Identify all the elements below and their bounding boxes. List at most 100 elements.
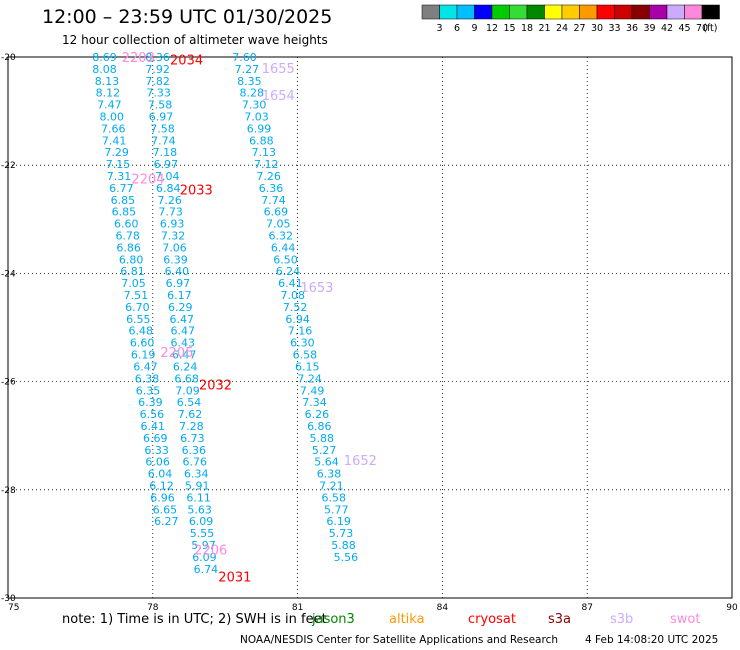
colorbar-swatch (684, 4, 703, 20)
colorbar-swatch (421, 4, 440, 20)
wave-height-value: 7.73 (158, 206, 183, 219)
footer-credit: NOAA/NESDIS Center for Satellite Applica… (240, 634, 558, 646)
colorbar-swatch (649, 4, 668, 20)
wave-height-value: 7.51 (124, 289, 149, 302)
wave-height-value: 6.39 (138, 396, 163, 409)
x-tick-label: 90 (726, 603, 738, 613)
wave-height-value: 6.54 (177, 396, 202, 409)
wave-height-value: 6.19 (131, 349, 156, 362)
wave-height-value: 8.08 (92, 63, 117, 76)
wave-height-value: 7.62 (178, 408, 203, 421)
wave-height-value: 6.36 (259, 182, 284, 195)
colorbar-swatch (614, 4, 633, 20)
colorbar-swatch (666, 4, 685, 20)
wave-height-value: 6.88 (249, 134, 274, 147)
wave-height-value: 6.41 (141, 420, 166, 433)
wave-height-value: 6.76 (183, 456, 208, 469)
wave-height-value: 7.28 (179, 420, 204, 433)
satellite-swot: swot (670, 612, 701, 627)
wave-height-value: 7.74 (151, 134, 176, 147)
wave-height-value: 6.69 (264, 206, 289, 219)
colorbar-label: 3 (436, 23, 442, 34)
colorbar-label: 39 (643, 23, 655, 34)
wave-height-value: 7.52 (283, 301, 308, 314)
wave-height-value: 5.55 (190, 527, 215, 540)
wave-height-value: 7.30 (242, 99, 267, 112)
wave-height-value: 6.32 (268, 230, 293, 243)
wave-height-value: 6.78 (115, 230, 140, 243)
wave-height-value: 6.86 (307, 420, 332, 433)
satellite-s3b: s3b (610, 612, 634, 627)
wave-height-value: 8.69 (92, 51, 117, 64)
wave-height-value: 7.66 (101, 122, 126, 135)
y-tick-label: -30 (1, 594, 16, 604)
satellite-altika: altika (389, 612, 425, 627)
wave-height-value: 8.28 (239, 87, 264, 100)
wave-height-value: 7.16 (288, 325, 313, 338)
wave-height-value: 7.08 (281, 289, 306, 302)
wave-height-value: 6.24 (173, 360, 198, 373)
chart-subtitle: 12 hour collection of altimeter wave hei… (62, 33, 328, 47)
wave-height-value: 6.68 (174, 372, 199, 385)
pass-label: 2032 (199, 378, 232, 393)
wave-height-value: 6.69 (143, 432, 168, 445)
wave-height-value: 6.80 (119, 253, 144, 266)
colorbar-label: 18 (521, 23, 533, 34)
wave-height-value: 6.85 (111, 194, 136, 207)
wave-height-value: 7.47 (97, 99, 122, 112)
wave-height-value: 7.82 (145, 75, 170, 88)
colorbar-swatch (491, 4, 510, 20)
wave-height-value: 6.84 (156, 182, 181, 195)
x-tick-label: 87 (581, 603, 592, 613)
wave-height-value: 6.04 (148, 468, 173, 481)
wave-height-value: 7.31 (107, 170, 132, 183)
wave-height-value: 5.73 (329, 527, 354, 540)
wave-height-value: 6.86 (116, 241, 141, 254)
pass-label: 1653 (300, 281, 333, 296)
pass-label: 2031 (218, 570, 251, 585)
colorbar-label: 24 (556, 23, 568, 34)
wave-height-value: 6.96 (150, 491, 175, 504)
wave-height-value: 6.38 (135, 372, 160, 385)
wave-height-value: 5.97 (191, 539, 216, 552)
wave-height-value: 6.65 (153, 503, 178, 516)
wave-height-value: 6.39 (163, 253, 188, 266)
footer-note: note: 1) Time is in UTC; 2) SWH is in fe… (62, 612, 327, 627)
y-tick-label: -26 (1, 378, 16, 388)
wave-height-value: 6.74 (194, 563, 219, 576)
x-tick-label: 84 (437, 603, 449, 613)
wave-height-value: 6.40 (165, 265, 190, 278)
wave-height-value: 7.41 (102, 134, 127, 147)
wave-height-value: 6.50 (273, 253, 298, 266)
wave-height-value: 7.49 (300, 384, 325, 397)
colorbar-swatch (579, 4, 598, 20)
wave-height-value: 6.17 (167, 289, 192, 302)
wave-height-value: 5.91 (185, 479, 210, 492)
pass-label: 1654 (262, 89, 295, 104)
wave-height-value: 7.05 (121, 277, 146, 290)
wave-height-value: 7.26 (256, 170, 281, 183)
satellite-s3a: s3a (548, 612, 572, 627)
wave-height-value: 6.26 (305, 408, 330, 421)
wave-height-value: 6.55 (126, 313, 151, 326)
wave-height-value: 6.29 (168, 301, 193, 314)
wave-height-value: 7.24 (297, 372, 322, 385)
wave-height-value: 8.00 (100, 111, 125, 124)
wave-height-value: 6.97 (166, 277, 191, 290)
wave-height-value: 6.47 (172, 349, 197, 362)
wave-height-value: 6.60 (130, 337, 155, 350)
wave-height-value: 7.09 (175, 384, 200, 397)
wave-height-value: 6.38 (317, 468, 342, 481)
colorbar-label: 15 (503, 23, 515, 34)
x-tick-label: 78 (147, 603, 159, 613)
axis-ticks: 75 78 81 84 87 90 -20 -22 -24 -26 -28 -30 (1, 53, 738, 613)
wave-height-value: 7.13 (252, 146, 277, 159)
wave-height-value: 6.93 (160, 218, 185, 231)
wave-height-value: 6.94 (285, 313, 310, 326)
pass-label: 1652 (344, 454, 377, 469)
footer-datestamp: 4 Feb 14:08:20 UTC 2025 (585, 634, 719, 646)
wave-height-value: 6.58 (322, 491, 347, 504)
wave-height-value: 7.29 (104, 146, 129, 159)
pass-label: 2034 (170, 54, 203, 69)
